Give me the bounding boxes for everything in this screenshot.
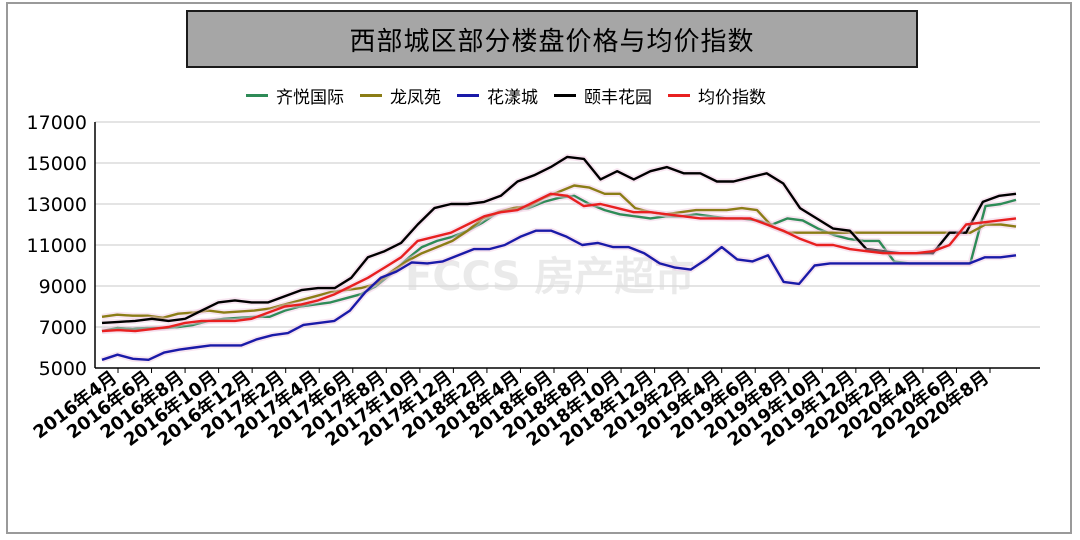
y-tick-label: 7000 (39, 317, 87, 339)
legend-item: 龙凤苑 (360, 83, 441, 108)
y-tick-label: 11000 (27, 235, 87, 257)
legend-label: 均价指数 (698, 87, 766, 108)
y-tick-label: 13000 (27, 194, 87, 216)
legend-item: 颐丰花园 (554, 83, 652, 108)
legend-swatch (246, 93, 268, 97)
chart-legend: 齐悦国际 龙凤苑 花漾城 颐丰花园 均价指数 (246, 82, 782, 108)
chart-title: 西部城区部分楼盘价格与均价指数 (349, 26, 755, 57)
legend-swatch (360, 93, 382, 97)
watermark-text: FCCS 房产超市 (405, 254, 695, 300)
legend-item: 花漾城 (457, 83, 538, 108)
legend-swatch (554, 93, 576, 97)
series-line-4 (101, 155, 1017, 325)
series-line-3 (101, 229, 1017, 361)
series-line-2 (101, 184, 1017, 319)
legend-item: 均价指数 (668, 83, 766, 108)
legend-swatch (668, 93, 690, 97)
legend-item: 齐悦国际 (246, 83, 344, 108)
legend-label: 齐悦国际 (276, 87, 344, 108)
y-tick-label: 15000 (27, 153, 87, 175)
legend-label: 龙凤苑 (390, 87, 441, 108)
legend-label: 花漾城 (487, 87, 538, 108)
y-tick-label: 17000 (27, 112, 87, 134)
chart-frame (6, 2, 1072, 534)
chart-title-box: 西部城区部分楼盘价格与均价指数 (186, 10, 918, 68)
y-tick-label: 9000 (39, 276, 87, 298)
legend-swatch (457, 93, 479, 97)
legend-label: 颐丰花园 (584, 87, 652, 108)
y-tick-label: 5000 (39, 358, 87, 380)
series-line-5 (101, 192, 1017, 333)
